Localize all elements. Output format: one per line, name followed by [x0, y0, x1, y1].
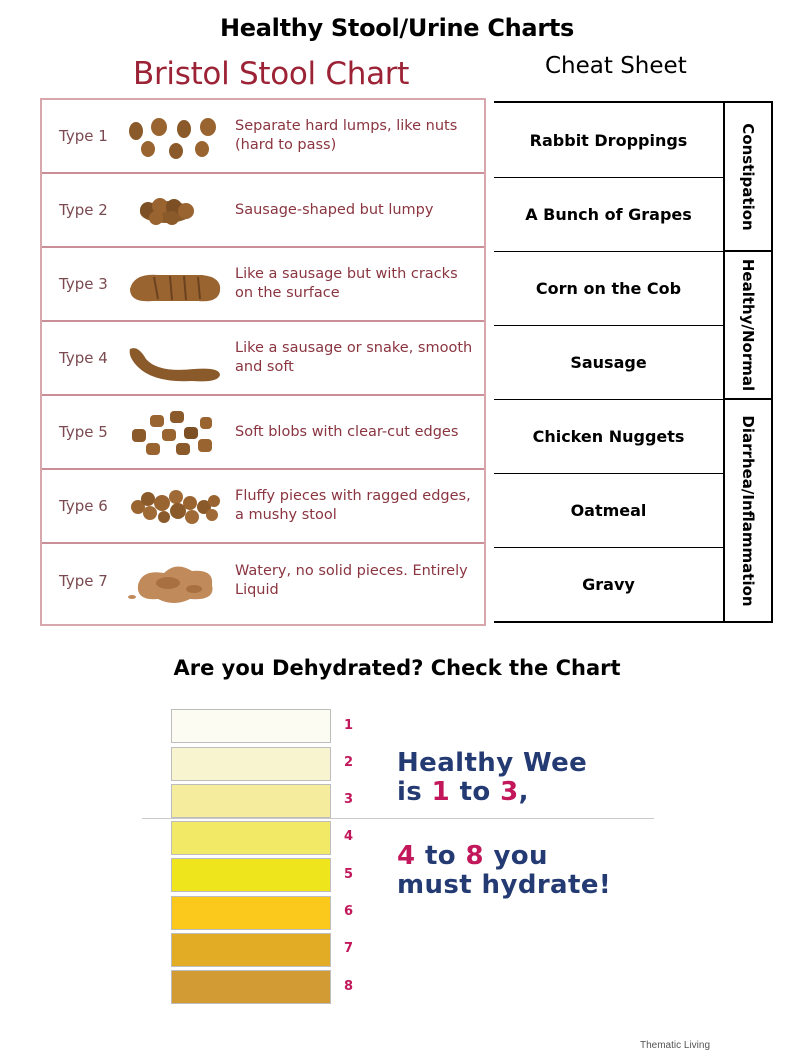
urine-level-number: 4	[344, 829, 354, 844]
stool-type-3-image	[130, 274, 221, 302]
cheat-sheet-title: Cheat Sheet	[545, 53, 687, 79]
stool-type-6-image	[131, 490, 220, 524]
urine-level-number: 3	[344, 792, 354, 807]
cheat-top-border	[494, 101, 773, 103]
urine-swatch-5	[171, 858, 331, 892]
bristol-type-label: Type 1	[59, 127, 108, 145]
cheat-item: Chicken Nuggets	[494, 400, 723, 474]
hydrate-line1: 4 to 8 you	[397, 842, 548, 871]
hydrate-text-mid: to	[415, 841, 466, 871]
bristol-row-4: Type 4 Like a sausage or snake, smooth a…	[42, 322, 484, 396]
bristol-type-label: Type 5	[59, 423, 108, 441]
urine-level-number: 6	[344, 904, 354, 919]
bristol-row-2: Type 2 Sausage-shaped but lumpy	[42, 174, 484, 248]
group-label: Healthy/Normal	[739, 258, 757, 392]
bristol-row-1: Type 1 Separate hard lumps, like nuts (h…	[42, 100, 484, 174]
healthy-text-post: ,	[518, 777, 529, 807]
bristol-description: Watery, no solid pieces. Entirely Liquid	[235, 563, 468, 598]
urine-swatch-4	[171, 821, 331, 855]
bristol-type-label: Type 4	[59, 349, 108, 367]
dehydration-title: Are you Dehydrated? Check the Chart	[173, 656, 621, 680]
bristol-row-5: Type 5 Soft blobs with clear-cut edges	[42, 396, 484, 470]
healthy-wee-line2: is 1 to 3,	[397, 778, 529, 807]
cheat-right-border	[771, 101, 773, 623]
cheat-item: A Bunch of Grapes	[494, 178, 723, 252]
cheat-bottom-border	[494, 621, 773, 623]
stool-type-2-image	[140, 198, 194, 225]
hydrate-line2: must hydrate!	[397, 870, 612, 900]
group-healthy: Healthy/Normal	[725, 252, 771, 400]
healthy-text-mid: to	[450, 777, 501, 807]
cheat-item: Gravy	[582, 575, 635, 594]
hydrate-range-start: 4	[397, 841, 416, 871]
cheat-item: Corn on the Cob	[494, 252, 723, 326]
healthy-range-start: 1	[431, 777, 451, 807]
cheat-sheet-table: Rabbit Droppings A Bunch of Grapes Corn …	[494, 101, 773, 623]
urine-level-number: 1	[344, 718, 354, 733]
group-constipation: Constipation	[725, 103, 771, 252]
bristol-description: Like a sausage or snake, smooth and soft	[235, 340, 473, 375]
bristol-description: Separate hard lumps, like nuts (hard to …	[235, 118, 458, 153]
hydrate-range-end: 8	[465, 841, 484, 871]
group-label: Constipation	[739, 122, 757, 231]
healthy-wee-line1: Healthy Wee	[397, 748, 588, 778]
bristol-type-label: Type 6	[59, 497, 108, 515]
urine-swatch-3	[171, 784, 331, 818]
stool-type-7-image	[128, 566, 213, 603]
urine-swatch-1	[171, 709, 331, 743]
cheat-item: Rabbit Droppings	[494, 103, 723, 178]
cheat-item: Sausage	[494, 326, 723, 400]
stool-type-5-image	[132, 411, 212, 455]
urine-level-number: 7	[344, 941, 354, 956]
urine-swatch-2	[171, 747, 331, 781]
urine-level-number: 8	[344, 979, 354, 994]
bristol-type-label: Type 7	[59, 572, 108, 590]
group-diarrhea: Diarrhea/Inflammation	[725, 400, 771, 621]
group-label: Diarrhea/Inflammation	[739, 414, 757, 607]
stool-type-4-image	[129, 348, 220, 382]
bristol-row-7: Type 7 Watery, no solid pieces. Entirely…	[42, 544, 484, 618]
bristol-row-6: Type 6 Fluffy pieces with ragged edges, …	[42, 470, 484, 544]
healthy-threshold-line	[142, 818, 654, 819]
urine-swatch-7	[171, 933, 331, 967]
bristol-description: Fluffy pieces with ragged edges, a mushy…	[235, 488, 471, 523]
urine-swatch-8	[171, 970, 331, 1004]
bristol-description: Sausage-shaped but lumpy	[235, 201, 434, 218]
bristol-description: Like a sausage but with cracks on the su…	[235, 266, 458, 301]
credit-text: Thematic Living	[640, 1040, 711, 1051]
hydrate-text-post: you	[484, 841, 548, 871]
bristol-chart-title: Bristol Stool Chart	[133, 56, 410, 92]
healthy-range-end: 3	[500, 777, 519, 807]
urine-level-number: 5	[344, 867, 354, 882]
urine-level-number: 2	[344, 755, 354, 770]
bristol-row-3: Type 3 Like a sausage but with cracks on…	[42, 248, 484, 322]
urine-swatch-6	[171, 896, 331, 930]
bristol-type-label: Type 3	[59, 275, 108, 293]
healthy-text-pre: is	[397, 777, 432, 807]
bristol-description: Soft blobs with clear-cut edges	[235, 423, 459, 440]
cheat-divider-line	[723, 101, 725, 623]
stool-type-1-image	[129, 118, 216, 159]
cheat-item: Oatmeal	[494, 474, 723, 548]
page-title: Healthy Stool/Urine Charts	[219, 14, 575, 42]
bristol-type-label: Type 2	[59, 201, 108, 219]
bristol-table: Type 1 Separate hard lumps, like nuts (h…	[40, 98, 486, 626]
